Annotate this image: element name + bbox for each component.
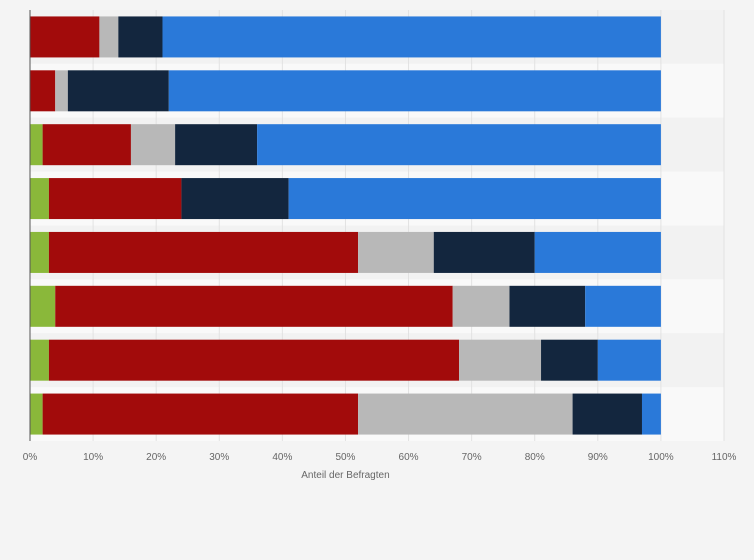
x-tick-label: 30%	[209, 452, 229, 463]
bar-segment	[42, 124, 131, 166]
bar-segment	[30, 285, 56, 327]
bar-segment	[509, 285, 586, 327]
x-tick-label: 90%	[588, 452, 608, 463]
x-tick-label: 50%	[335, 452, 355, 463]
bar-segment	[459, 339, 542, 381]
x-tick-labels: 0% 10% 20% 30% 40% 50% 60% 70% 80% 90% 100% 110%	[23, 452, 737, 463]
bar-segment	[358, 393, 573, 435]
bar-segment	[168, 70, 661, 112]
bar-segment	[597, 339, 661, 381]
x-tick-label: 40%	[272, 452, 292, 463]
bar-segments	[30, 16, 661, 435]
x-tick-label: 80%	[525, 452, 545, 463]
x-tick-label: 10%	[83, 452, 103, 463]
x-tick-label: 20%	[146, 452, 166, 463]
bar-segment	[358, 231, 434, 273]
x-tick-label: 0%	[23, 452, 38, 463]
x-tick-label: 70%	[462, 452, 482, 463]
bar-segment	[30, 339, 49, 381]
bar-segment	[288, 178, 661, 220]
bar-segment	[30, 231, 49, 273]
bar-segment	[55, 70, 68, 112]
x-tick-label: 110%	[712, 452, 737, 463]
bar-segment	[67, 70, 169, 112]
bar-segment	[48, 231, 359, 273]
bar-segment	[99, 16, 119, 58]
bar-segment	[30, 124, 43, 166]
bar-segment	[42, 393, 359, 435]
bar-segment	[534, 231, 661, 273]
bar-segment	[433, 231, 535, 273]
bar-segment	[162, 16, 661, 58]
bar-segment	[641, 393, 661, 435]
bar-segment	[175, 124, 258, 166]
bar-segment	[257, 124, 661, 166]
bar-segment	[118, 16, 163, 58]
bar-segment	[452, 285, 510, 327]
bar-segment	[48, 339, 460, 381]
bar-segment	[30, 70, 56, 112]
bar-segment	[572, 393, 642, 435]
bar-segment	[55, 285, 453, 327]
x-axis-title: Anteil der Befragten	[301, 470, 389, 481]
bar-segment	[130, 124, 176, 166]
bar-segment	[48, 178, 182, 220]
x-tick-label: 100%	[648, 452, 674, 463]
bar-segment	[585, 285, 661, 327]
bar-segment	[30, 393, 43, 435]
x-tick-label: 60%	[399, 452, 419, 463]
bar-segment	[541, 339, 598, 381]
bar-segment	[30, 178, 49, 220]
bar-segment	[181, 178, 289, 220]
bar-segment	[30, 16, 100, 58]
